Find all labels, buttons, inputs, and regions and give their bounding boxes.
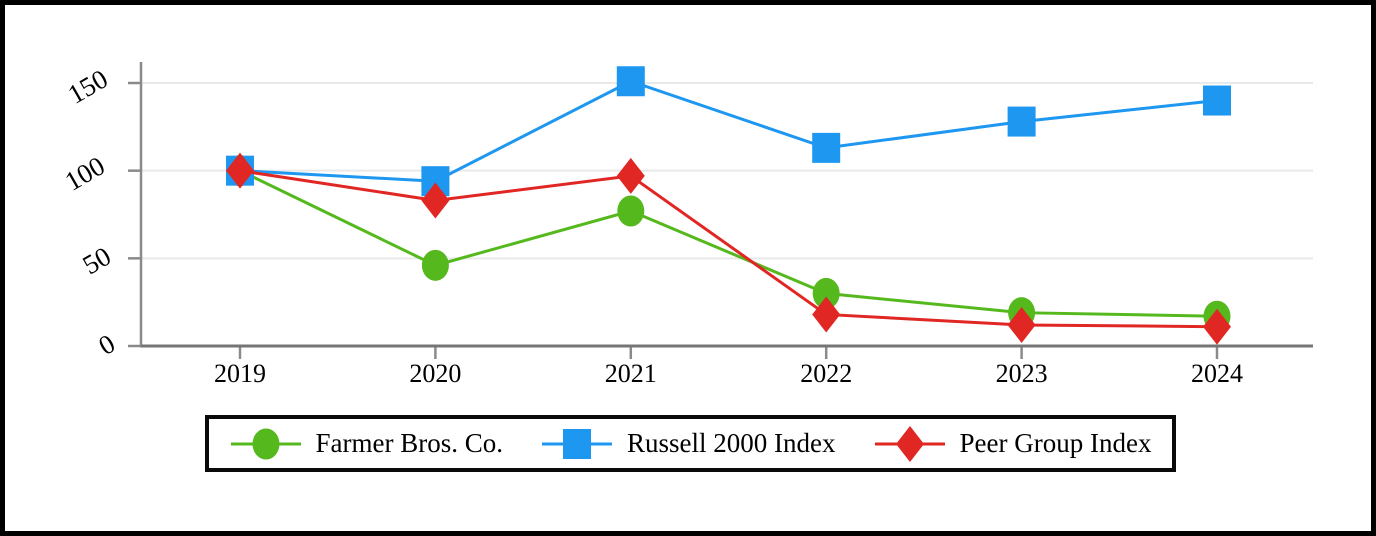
legend-label: Farmer Bros. Co. <box>315 428 504 458</box>
line-chart-plot-area <box>128 62 1313 359</box>
y-axis <box>128 62 143 348</box>
x-axis-tick-label: 2020 <box>409 359 462 388</box>
green-circle-marker-icon <box>230 428 301 459</box>
x-axis-tick-label: 2019 <box>214 359 266 388</box>
x-axis-tick-label: 2024 <box>1191 359 1243 388</box>
x-axis-tick-label: 2022 <box>800 359 853 388</box>
legend-label: Russell 2000 Index <box>627 428 836 458</box>
series-square <box>226 66 1231 197</box>
legend-label: Peer Group Index <box>959 428 1152 458</box>
legend-item-russell-2000: Russell 2000 Index <box>541 424 836 464</box>
red-diamond-marker-icon <box>874 425 945 462</box>
x-axis-tick-label: 2021 <box>604 359 657 388</box>
blue-square-marker-icon <box>542 428 613 459</box>
x-axis <box>141 344 1313 359</box>
series-diamond <box>226 152 1231 345</box>
x-axis-tick-label: 2023 <box>995 359 1048 388</box>
legend-item-peer-group: Peer Group Index <box>874 424 1152 464</box>
chart-canvas: 150 100 50 0 2019 2020 2021 2022 2023 20… <box>5 5 1371 531</box>
legend-item-farmer-bros: Farmer Bros. Co. <box>230 424 503 464</box>
legend: Farmer Bros. Co. Russell 2000 Index Peer… <box>205 415 1176 472</box>
